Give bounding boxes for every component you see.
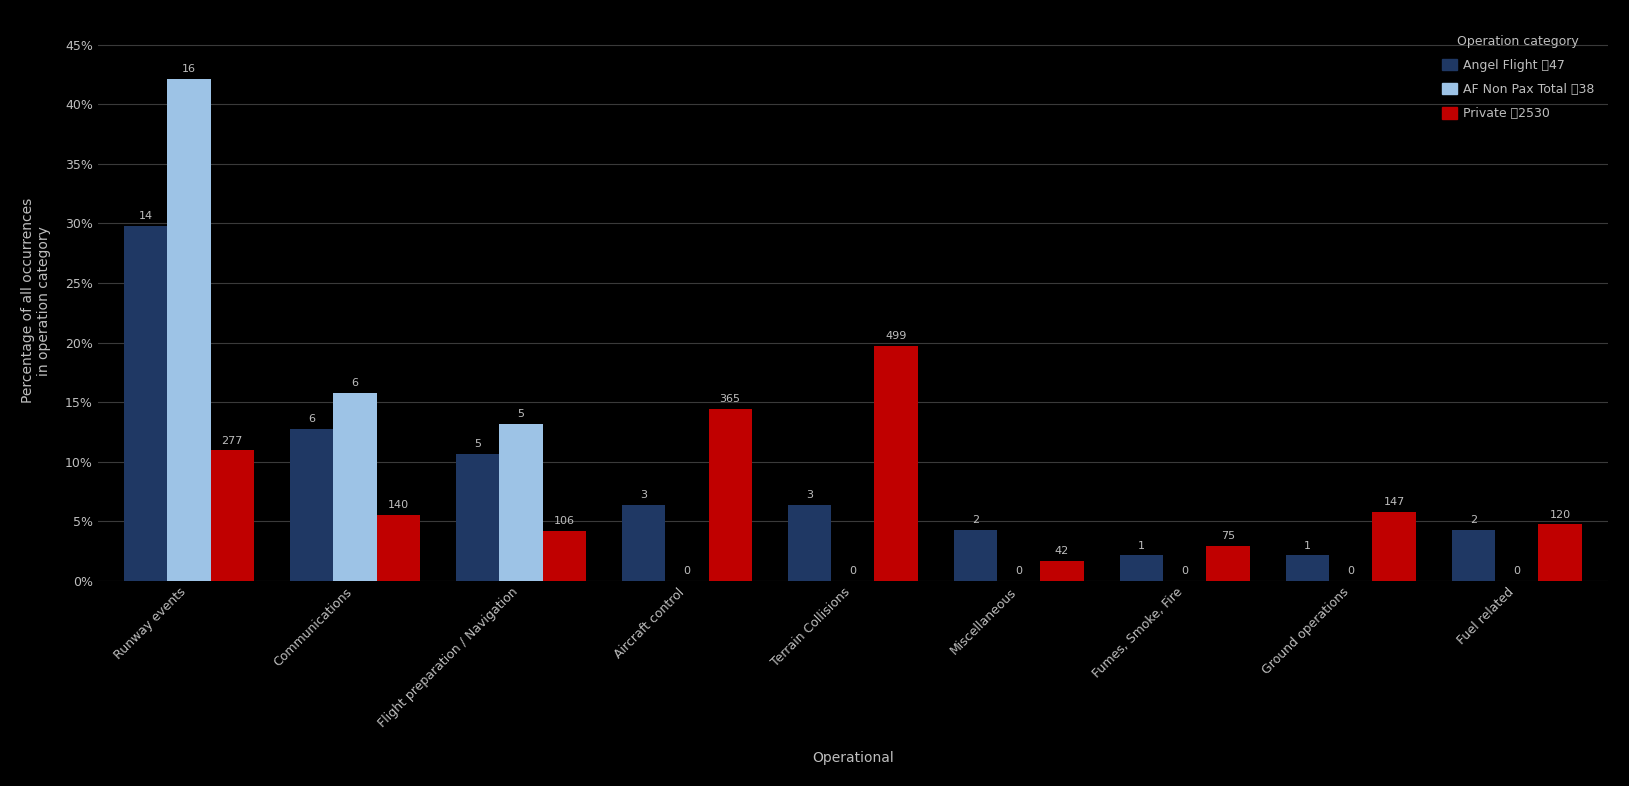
- Text: 0: 0: [849, 566, 857, 576]
- Text: 3: 3: [640, 490, 647, 500]
- Text: 0: 0: [1181, 566, 1189, 576]
- Bar: [1451, 530, 1495, 581]
- Bar: [290, 428, 334, 581]
- Text: 5: 5: [518, 410, 525, 419]
- Bar: [1538, 524, 1582, 581]
- Text: 120: 120: [1549, 509, 1570, 520]
- Bar: [124, 226, 168, 581]
- Bar: [1041, 561, 1083, 581]
- Text: 277: 277: [222, 435, 243, 446]
- Text: 1: 1: [1139, 541, 1145, 551]
- Bar: [955, 530, 997, 581]
- Text: 0: 0: [1347, 566, 1354, 576]
- Text: 2: 2: [1469, 516, 1478, 525]
- Text: 140: 140: [388, 500, 409, 510]
- Text: 5: 5: [474, 439, 481, 450]
- Text: 3: 3: [806, 490, 813, 500]
- Text: 0: 0: [1015, 566, 1023, 576]
- Bar: [334, 393, 376, 581]
- Text: 1: 1: [1305, 541, 1311, 551]
- Text: 365: 365: [720, 394, 741, 404]
- Text: 6: 6: [308, 414, 316, 424]
- Text: 42: 42: [1056, 546, 1069, 556]
- Bar: [622, 505, 665, 581]
- Text: 147: 147: [1383, 497, 1404, 507]
- Bar: [456, 454, 500, 581]
- Text: 6: 6: [352, 378, 358, 388]
- Bar: [1121, 556, 1163, 581]
- Bar: [788, 505, 831, 581]
- Bar: [709, 409, 751, 581]
- Text: 0: 0: [1513, 566, 1520, 576]
- Bar: [210, 450, 254, 581]
- Text: 16: 16: [182, 64, 195, 75]
- Text: 2: 2: [973, 516, 979, 525]
- Bar: [1373, 512, 1416, 581]
- Bar: [875, 346, 917, 581]
- Bar: [1287, 556, 1329, 581]
- Bar: [500, 424, 542, 581]
- Text: 0: 0: [684, 566, 691, 576]
- Bar: [376, 515, 420, 581]
- Text: 75: 75: [1222, 531, 1235, 541]
- Bar: [542, 531, 586, 581]
- Legend: Angel Flight ΢47, AF Non Pax Total ΢38, Private ΢2530: Angel Flight ΢47, AF Non Pax Total ΢38, …: [1434, 27, 1601, 128]
- Text: 106: 106: [554, 516, 575, 526]
- Bar: [168, 79, 210, 581]
- Y-axis label: Percentage of all occurrences
in operation category: Percentage of all occurrences in operati…: [21, 198, 50, 403]
- Text: 14: 14: [138, 211, 153, 221]
- X-axis label: Operational: Operational: [811, 751, 894, 765]
- Bar: [1207, 545, 1249, 581]
- Text: 499: 499: [886, 331, 907, 341]
